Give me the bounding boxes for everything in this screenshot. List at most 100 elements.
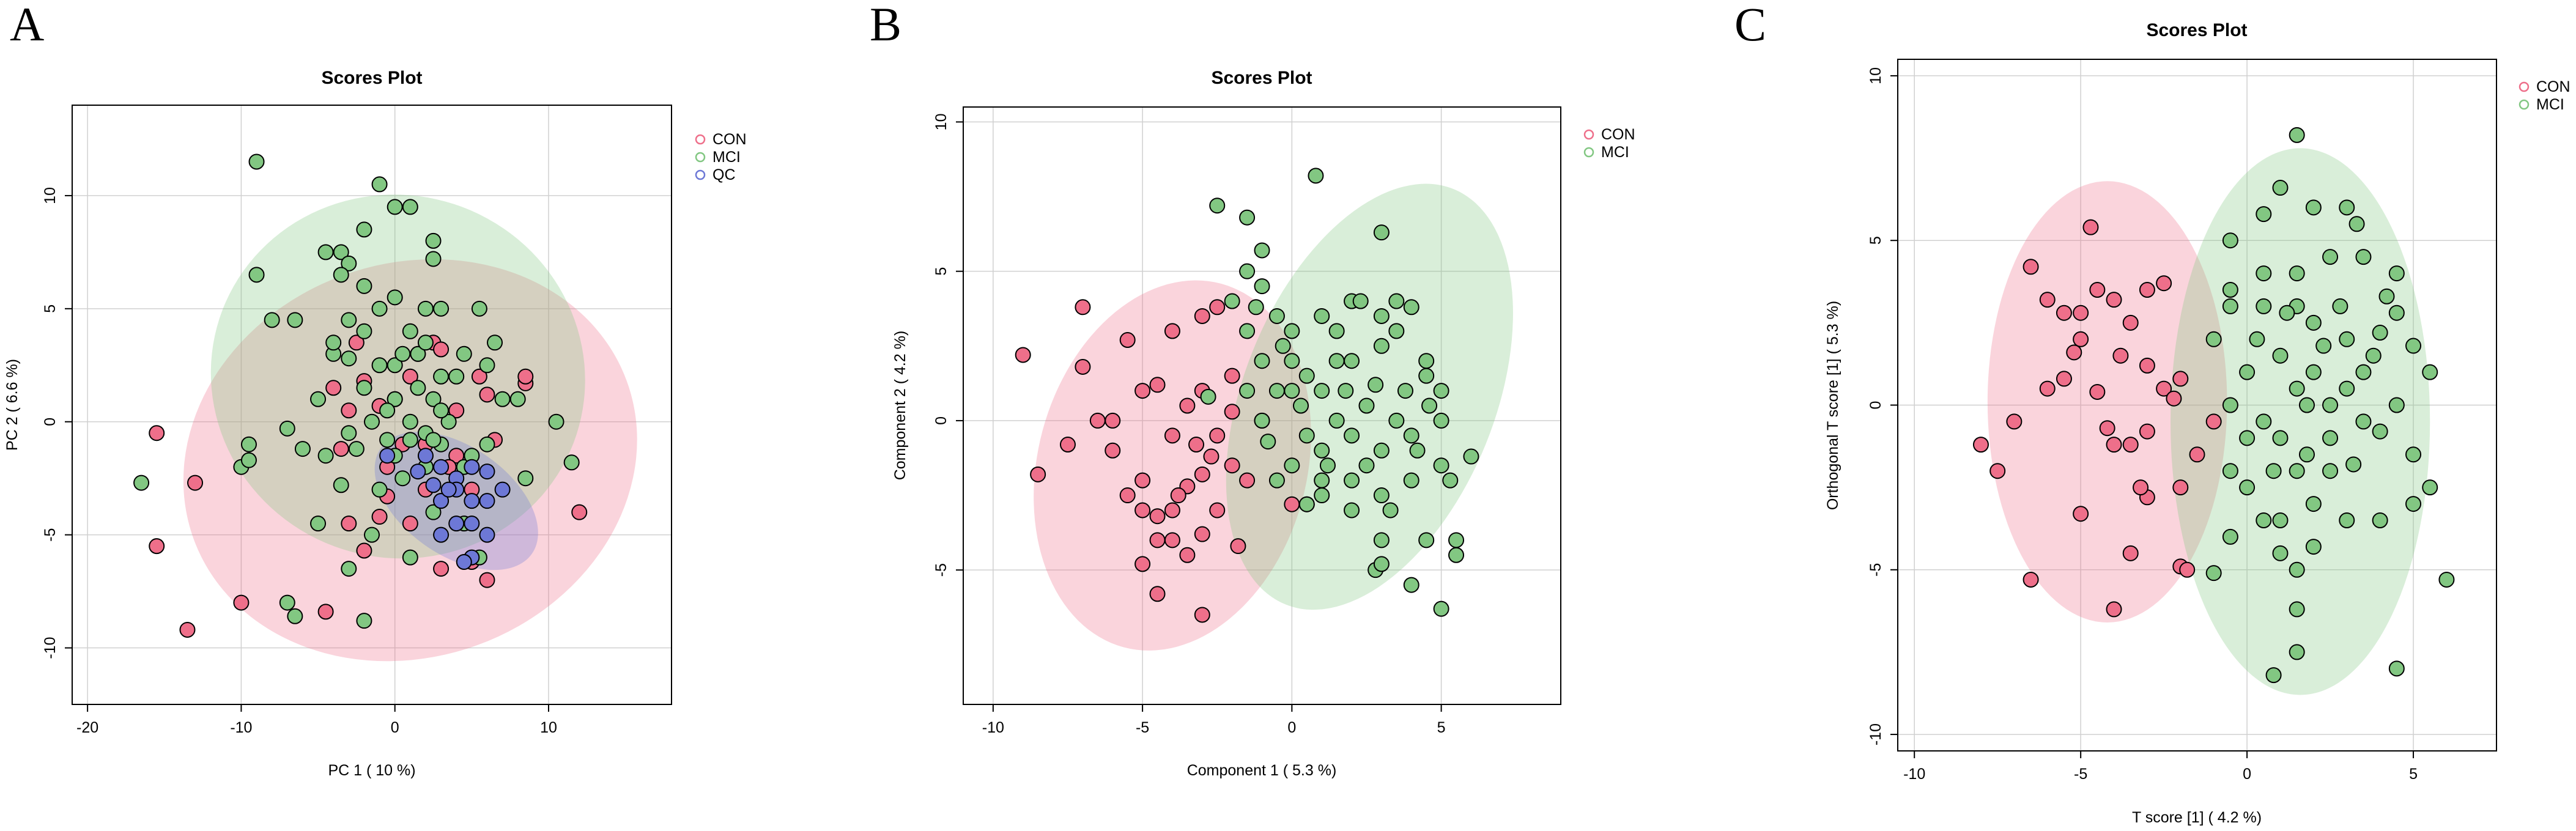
data-point-mci bbox=[1268, 383, 1285, 399]
data-point-mci bbox=[417, 334, 434, 351]
data-point-mci bbox=[1373, 487, 1390, 504]
data-point-mci bbox=[1284, 457, 1300, 474]
legend-marker-con bbox=[1583, 129, 1594, 140]
x-tick-label: 0 bbox=[2243, 766, 2251, 783]
data-point-mci bbox=[1239, 323, 1256, 339]
data-point-mci bbox=[1209, 198, 1226, 214]
data-point-mci bbox=[1358, 397, 1375, 414]
data-point-mci bbox=[2256, 512, 2272, 528]
data-point-con bbox=[1194, 526, 1210, 542]
data-point-mci bbox=[494, 391, 511, 407]
data-point-mci bbox=[1418, 353, 1435, 369]
data-point-mci bbox=[471, 300, 487, 317]
data-point-mci bbox=[2305, 539, 2322, 555]
data-point-con bbox=[1134, 383, 1151, 399]
data-point-mci bbox=[1298, 427, 1315, 444]
data-point-con bbox=[1105, 412, 1121, 429]
legend-marker-mci bbox=[2519, 99, 2530, 110]
data-point-mci bbox=[2405, 496, 2422, 512]
panel-b: B -10 -5 0 5 -5 0 5 10 Scores Plot Component 1 ( … bbox=[870, 0, 1635, 779]
chart-title: Scores Plot bbox=[2146, 20, 2247, 40]
data-point-mci bbox=[1433, 383, 1449, 399]
data-point-mci bbox=[1344, 502, 1360, 519]
data-point-con bbox=[1149, 532, 1166, 548]
data-point-con bbox=[1972, 437, 1989, 453]
data-point-mci bbox=[1254, 412, 1270, 429]
data-point-mci bbox=[2256, 206, 2272, 223]
data-point-con bbox=[1194, 466, 1210, 482]
x-tick-label: 5 bbox=[1437, 719, 1446, 736]
y-axis-label: PC 2 ( 6.6 %) bbox=[4, 359, 21, 451]
data-point-mci bbox=[1442, 472, 1459, 489]
data-point-mci bbox=[1403, 299, 1419, 316]
data-point-mci bbox=[2289, 561, 2305, 578]
data-point-mci bbox=[1403, 472, 1419, 489]
data-point-con bbox=[1134, 502, 1151, 519]
data-point-mci bbox=[1388, 323, 1405, 339]
data-point-mci bbox=[2339, 380, 2355, 397]
data-point-con bbox=[1188, 437, 1205, 453]
data-point-mci bbox=[394, 345, 411, 362]
y-tick-label: 5 bbox=[42, 305, 59, 313]
data-point-mci bbox=[2289, 601, 2305, 618]
data-point-mci bbox=[402, 323, 418, 339]
data-point-mci bbox=[2322, 430, 2339, 446]
data-point-qc bbox=[456, 554, 472, 571]
data-point-qc bbox=[448, 515, 465, 532]
data-point-mci bbox=[2372, 512, 2388, 528]
x-axis-label: PC 1 ( 10 %) bbox=[328, 762, 415, 779]
data-point-mci bbox=[240, 452, 257, 468]
data-point-con bbox=[341, 515, 357, 532]
data-point-con bbox=[2172, 371, 2189, 387]
data-point-con bbox=[1230, 538, 1246, 555]
data-point-mci bbox=[294, 441, 311, 457]
data-point-con bbox=[1149, 508, 1166, 525]
data-point-mci bbox=[387, 357, 403, 374]
data-point-mci bbox=[433, 368, 450, 385]
data-point-mci bbox=[1344, 472, 1360, 489]
data-point-mci bbox=[2239, 430, 2256, 446]
x-tick-label: 0 bbox=[1287, 719, 1296, 736]
data-point-mci bbox=[2222, 282, 2238, 298]
data-point-con bbox=[2073, 305, 2089, 321]
data-point-mci bbox=[1314, 487, 1330, 504]
data-point-mci bbox=[1314, 308, 1330, 324]
data-point-mci bbox=[1373, 532, 1390, 548]
data-point-mci bbox=[379, 432, 396, 448]
x-tick-label: -20 bbox=[76, 719, 98, 736]
data-point-con bbox=[2106, 292, 2122, 308]
data-point-mci bbox=[1224, 293, 1240, 309]
confidence-ellipse-con bbox=[1034, 280, 1311, 651]
data-point-con bbox=[2099, 420, 2115, 437]
data-point-mci bbox=[479, 436, 495, 452]
legend-label-mci: MCI bbox=[2536, 96, 2564, 113]
data-point-mci bbox=[2265, 667, 2282, 684]
data-point-con bbox=[2089, 282, 2106, 298]
data-point-con bbox=[1015, 347, 1031, 363]
data-point-mci bbox=[2339, 512, 2355, 528]
data-point-con bbox=[433, 341, 450, 358]
data-point-mci bbox=[317, 448, 334, 464]
data-point-mci bbox=[2322, 249, 2339, 265]
data-point-mci bbox=[1463, 448, 1479, 465]
y-tick-label: -5 bbox=[42, 528, 59, 542]
data-point-con bbox=[2066, 344, 2082, 361]
data-point-con bbox=[479, 572, 495, 588]
data-point-mci bbox=[264, 312, 280, 328]
data-point-mci bbox=[410, 345, 426, 362]
data-point-con bbox=[2106, 437, 2122, 453]
data-point-mci bbox=[548, 413, 564, 430]
data-point-mci bbox=[1418, 532, 1435, 548]
data-point-con bbox=[2122, 437, 2139, 453]
data-point-mci bbox=[1403, 577, 1419, 593]
data-point-mci bbox=[2205, 331, 2222, 347]
data-point-mci bbox=[1358, 457, 1375, 474]
points-layer bbox=[1015, 168, 1479, 623]
data-point-mci bbox=[2348, 216, 2365, 232]
data-point-mci bbox=[2289, 265, 2305, 282]
data-point-mci bbox=[1239, 383, 1256, 399]
points-layer bbox=[1972, 127, 2455, 684]
data-point-con bbox=[1075, 358, 1091, 375]
data-point-mci bbox=[1298, 367, 1315, 384]
